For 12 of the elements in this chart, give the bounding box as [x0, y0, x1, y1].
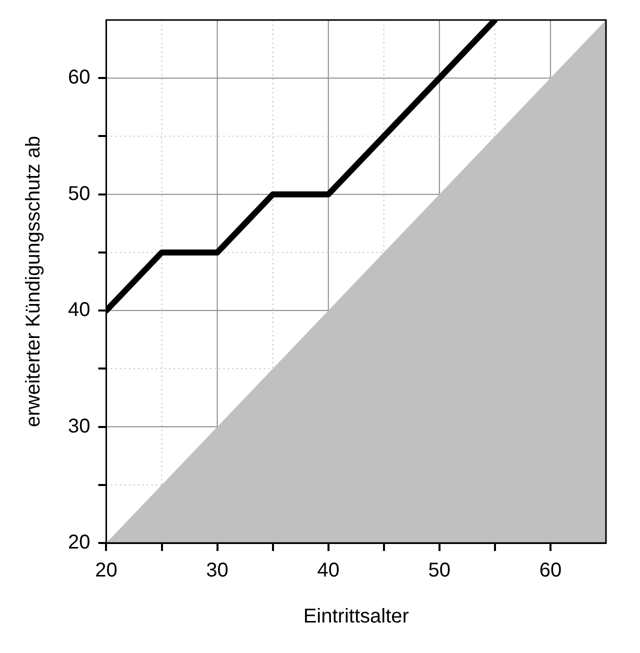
- x-axis-title: Eintrittsalter: [303, 606, 410, 628]
- x-tick-label: 50: [428, 560, 451, 582]
- x-tick-label: 60: [539, 560, 562, 582]
- y-tick-label: 40: [68, 299, 90, 322]
- y-tick-label: 50: [68, 182, 90, 205]
- y-axis-title: erweiterter Kündigungsschutz ab: [22, 136, 45, 428]
- y-tick-label: 60: [68, 66, 90, 89]
- y-tick-label: 30: [68, 415, 90, 438]
- x-tick-label: 20: [95, 560, 118, 582]
- y-tick-label: 20: [68, 532, 90, 554]
- x-tick-label: 30: [206, 560, 228, 582]
- x-tick-label: 40: [317, 560, 340, 582]
